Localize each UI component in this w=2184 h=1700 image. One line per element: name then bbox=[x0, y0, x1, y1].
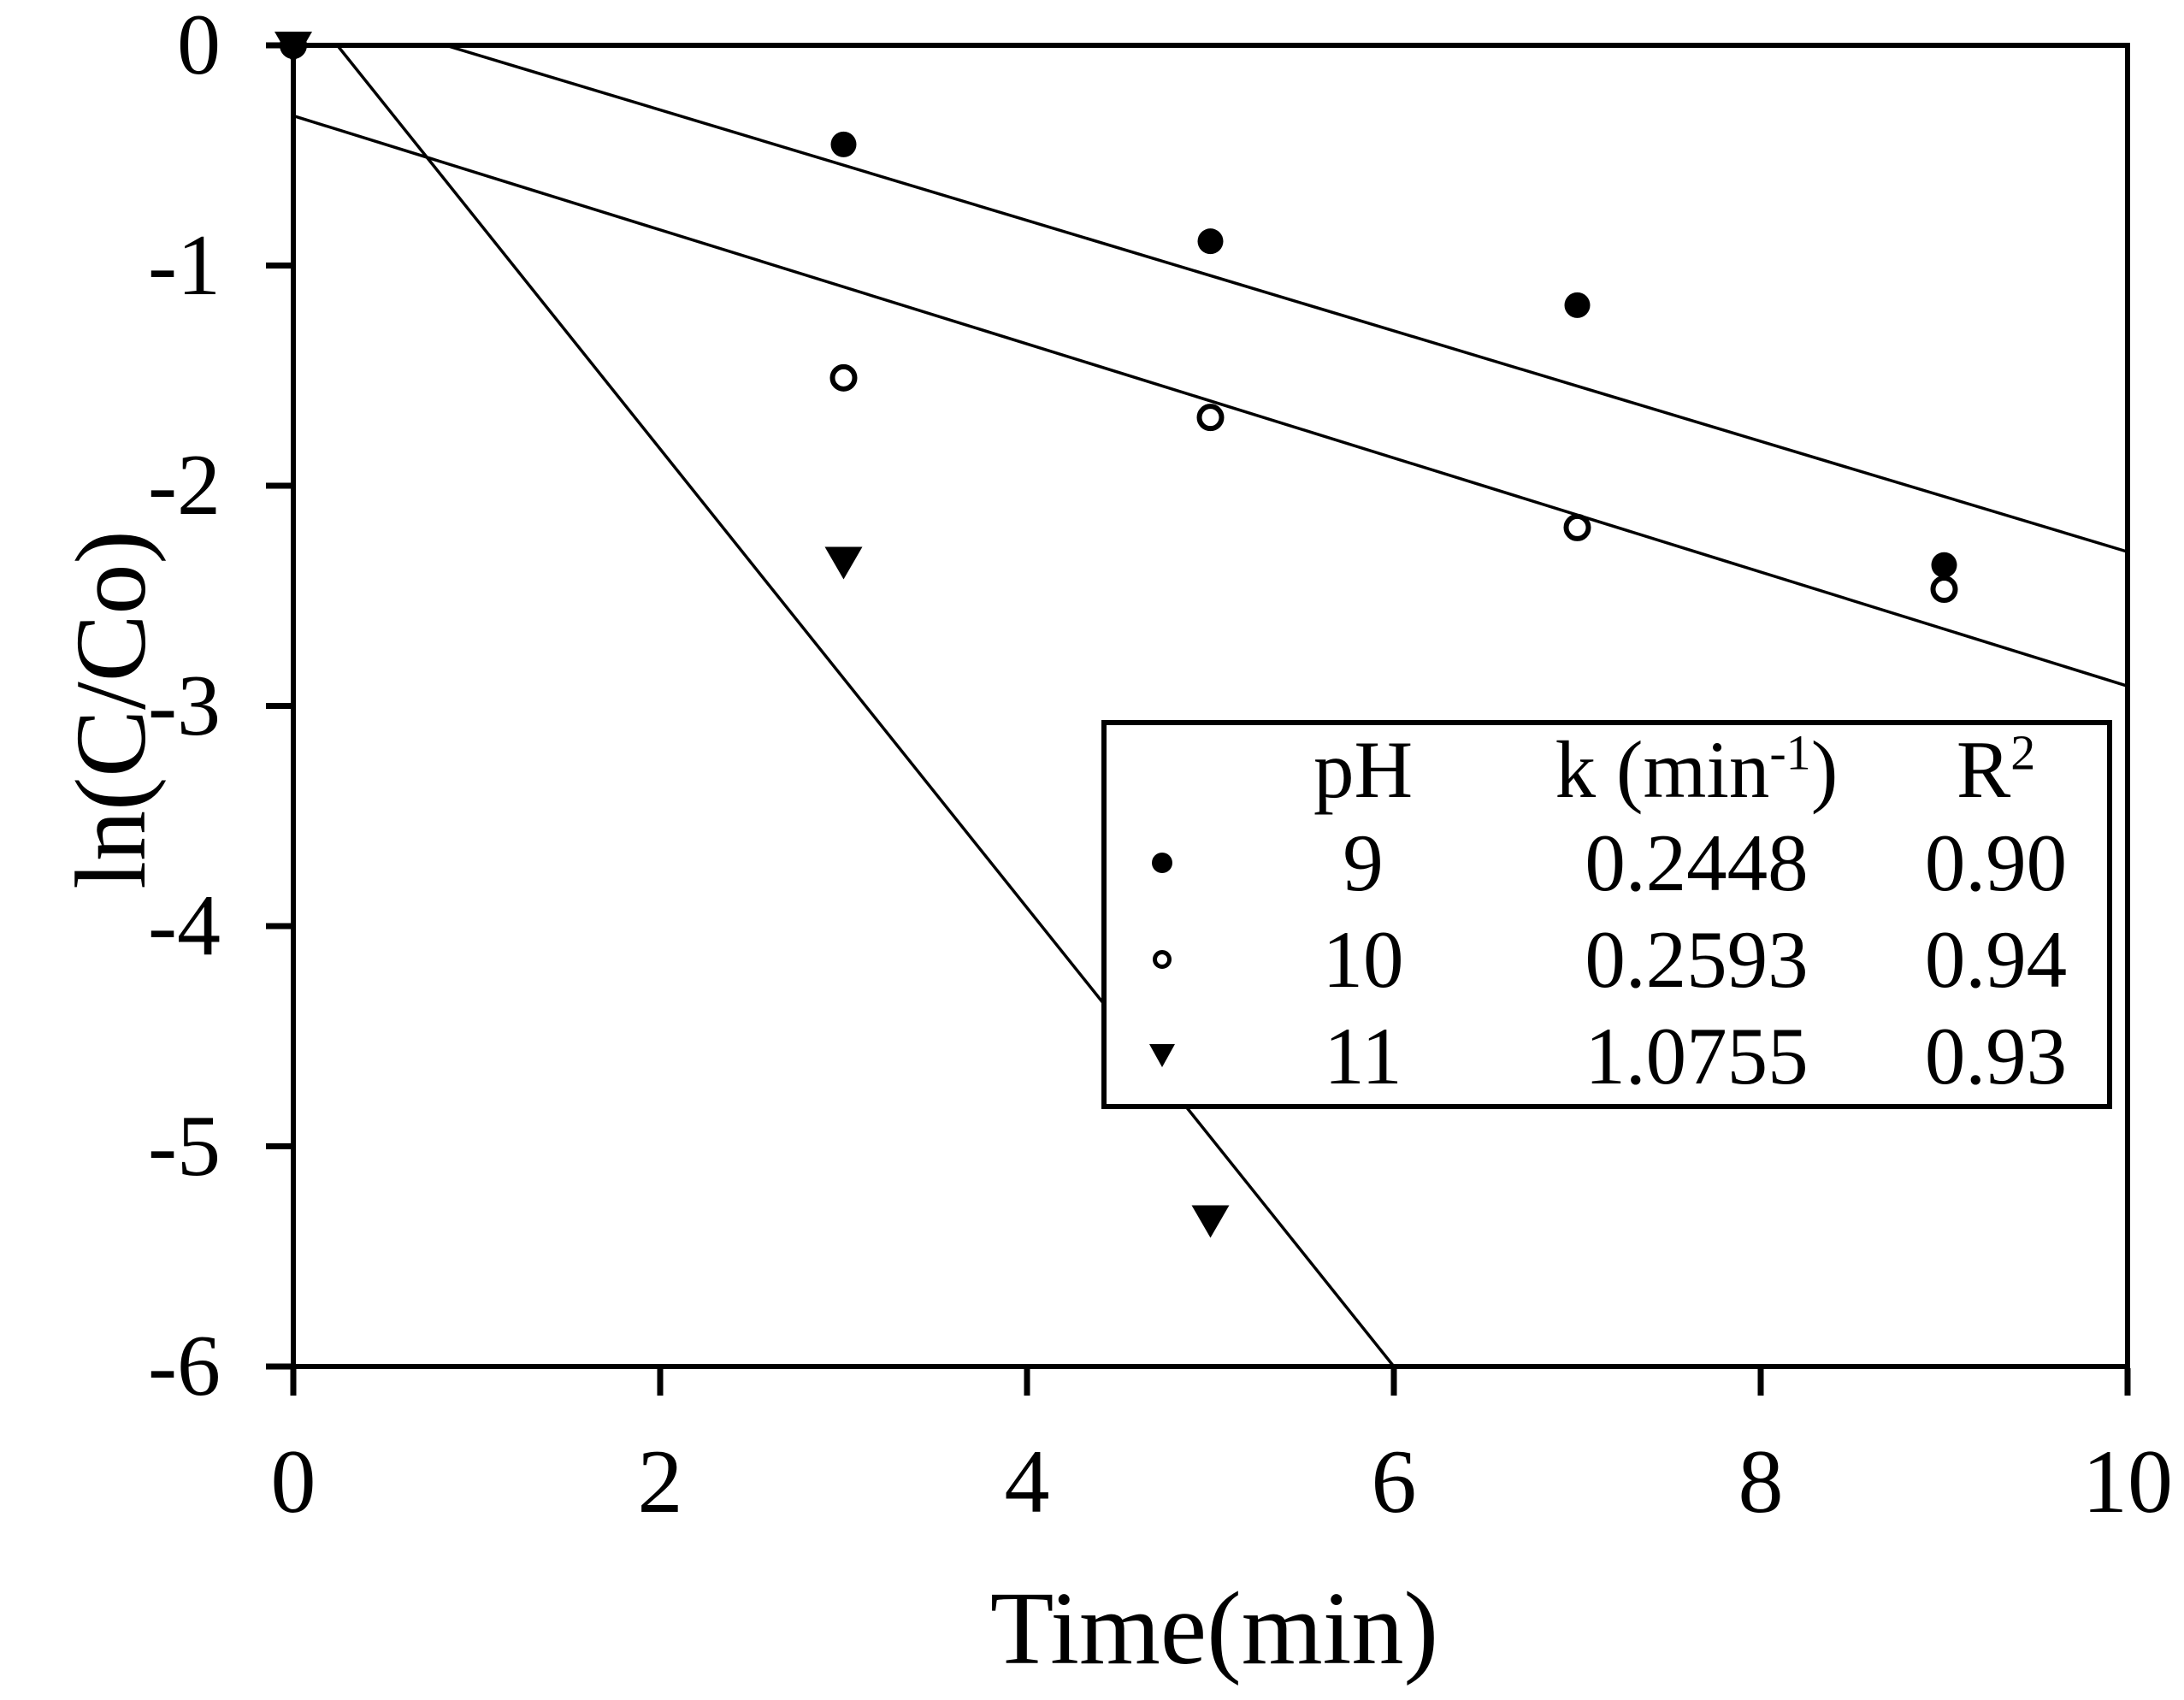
data-point-filled-triangle-down bbox=[824, 546, 863, 580]
plot-frame bbox=[291, 43, 2130, 1369]
data-point-filled-circle bbox=[1197, 228, 1224, 255]
legend-marker-cell bbox=[1107, 852, 1218, 873]
legend-header-k-exponent: -1 bbox=[1769, 724, 1811, 781]
data-point-filled-triangle-down bbox=[274, 32, 312, 64]
legend-r2-value: 0.93 bbox=[1924, 1010, 2068, 1101]
legend-header-row: pH k (min-1) R2 bbox=[1107, 725, 2107, 814]
y-tick-label: -4 bbox=[148, 877, 221, 974]
y-tick-label: -2 bbox=[148, 437, 221, 534]
x-tick-label: 2 bbox=[637, 1431, 683, 1532]
y-tick-label: -6 bbox=[148, 1318, 221, 1414]
x-tick-label: 6 bbox=[1371, 1431, 1417, 1532]
data-point-filled-circle bbox=[830, 131, 857, 157]
legend-ph-value: 11 bbox=[1324, 1010, 1402, 1101]
x-tick-label: 10 bbox=[2082, 1431, 2173, 1532]
x-axis-title: Time(min) bbox=[989, 1571, 1439, 1686]
data-point-open-circle bbox=[1196, 404, 1225, 432]
data-point-open-circle bbox=[829, 363, 858, 392]
legend-ph-value: 10 bbox=[1322, 913, 1404, 1005]
filled-circle-icon bbox=[1152, 852, 1172, 873]
y-tick-label: -5 bbox=[148, 1097, 221, 1195]
legend-row-ph10: 10 0.2593 0.94 bbox=[1107, 911, 2107, 1007]
legend-header-r2: R2 bbox=[1885, 727, 2107, 812]
legend-box: pH k (min-1) R2 9 0.2448 0.90 10 0.2593 … bbox=[1101, 720, 2112, 1109]
y-tick-label: -3 bbox=[148, 657, 221, 754]
fit-line-ph-9 bbox=[445, 44, 2128, 553]
legend-k-value: 0.2448 bbox=[1585, 817, 1809, 908]
legend-marker-cell bbox=[1107, 1044, 1218, 1067]
legend-row-ph11: 11 1.0755 0.93 bbox=[1107, 1007, 2107, 1104]
legend-header-ph: pH bbox=[1313, 724, 1414, 815]
data-point-open-circle bbox=[1563, 513, 1591, 541]
open-circle-icon bbox=[1153, 949, 1172, 969]
legend-header-k: k (min-1) bbox=[1508, 727, 1885, 812]
data-point-filled-triangle-down bbox=[1191, 1205, 1230, 1238]
x-tick-label: 8 bbox=[1738, 1431, 1784, 1532]
legend-row-ph9: 9 0.2448 0.90 bbox=[1107, 814, 2107, 911]
y-tick-label: -1 bbox=[148, 216, 221, 314]
fit-line-ph-10 bbox=[292, 114, 2128, 688]
data-point-filled-circle bbox=[1931, 552, 1957, 578]
legend-header-r-base: R bbox=[1956, 724, 2011, 815]
legend-header-k-base: k (min bbox=[1555, 724, 1770, 815]
filled-triangle-down-icon bbox=[1149, 1044, 1175, 1067]
legend-header-r-exponent: 2 bbox=[2010, 724, 2036, 781]
legend-k-value: 0.2593 bbox=[1585, 913, 1809, 1005]
x-tick-label: 4 bbox=[1004, 1431, 1050, 1532]
legend-marker-cell bbox=[1107, 949, 1218, 969]
legend-ph-value: 9 bbox=[1343, 817, 1384, 908]
x-tick-label: 0 bbox=[270, 1431, 316, 1532]
legend-r2-value: 0.94 bbox=[1924, 913, 2068, 1005]
fit-line-ph-11 bbox=[336, 44, 1396, 1368]
data-point-filled-circle bbox=[1564, 292, 1591, 318]
legend-r2-value: 0.90 bbox=[1924, 817, 2068, 908]
y-tick-label: 0 bbox=[177, 0, 221, 93]
legend-k-value: 1.0755 bbox=[1585, 1010, 1809, 1101]
legend-header-k-close: ) bbox=[1810, 724, 1839, 815]
data-point-open-circle bbox=[1930, 576, 1958, 604]
